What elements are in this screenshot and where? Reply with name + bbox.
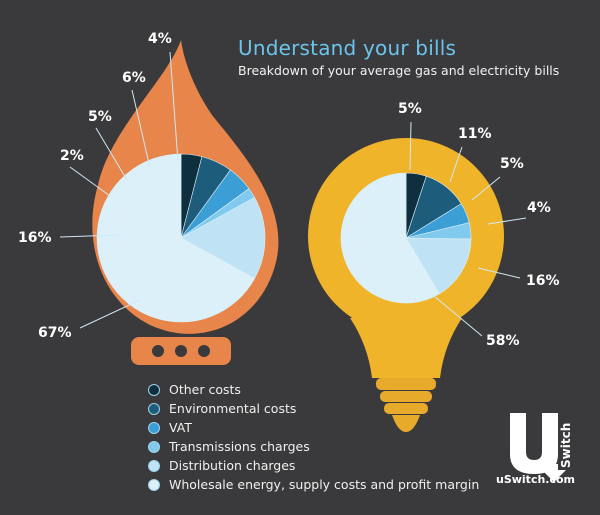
bulb-base-ring <box>384 403 428 414</box>
gas-pie-labels: 4% 6% 5% 2% 16% 67% <box>18 31 179 341</box>
leader-line <box>409 121 412 171</box>
legend-label: Transmissions charges <box>169 439 310 454</box>
data-label: 58% <box>486 333 520 349</box>
electricity-pie-slice <box>340 172 440 304</box>
electricity-pie-chart <box>340 172 472 304</box>
chart-title: Understand your bills <box>238 36 457 60</box>
gas-pie-slice <box>180 197 266 279</box>
data-label: 5% <box>398 101 422 117</box>
gas-pie-chart <box>96 153 266 323</box>
legend-item: Distribution charges <box>148 456 479 475</box>
data-label: 5% <box>88 109 112 125</box>
data-label: 16% <box>18 230 52 246</box>
leader-line <box>487 217 527 225</box>
data-label: 16% <box>526 273 560 289</box>
legend-item: Transmissions charges <box>148 437 479 456</box>
leader-line <box>169 51 179 163</box>
data-label: 67% <box>38 325 72 341</box>
legend-item: Wholesale energy, supply costs and profi… <box>148 475 479 494</box>
legend-swatch <box>148 459 160 472</box>
logo-mark-word: Switch <box>559 423 573 468</box>
legend-label: Distribution charges <box>169 458 296 473</box>
leader-line <box>59 234 119 238</box>
bulb-tip <box>392 415 420 432</box>
legend-item: Environmental costs <box>148 399 479 418</box>
legend-label: VAT <box>169 420 192 435</box>
legend-swatch <box>148 383 160 396</box>
legend-swatch <box>148 421 160 434</box>
electricity-pie-labels: 5% 11% 5% 4% 16% 58% <box>398 101 560 349</box>
data-label: 11% <box>458 126 492 142</box>
data-label: 6% <box>122 70 146 86</box>
legend: Other costs Environmental costs VAT Transmi… <box>148 380 479 494</box>
data-label: 4% <box>527 200 551 216</box>
leader-line <box>69 166 111 197</box>
bulb-base-ring <box>380 391 432 402</box>
data-label: 2% <box>60 148 84 164</box>
burner-hole <box>152 345 164 357</box>
logo-text: uSwitch.com <box>496 473 576 486</box>
legend-label: Other costs <box>169 382 241 397</box>
leader-line <box>471 176 501 201</box>
data-label: 4% <box>148 31 172 47</box>
uswitch-logo-mark: Switch <box>510 413 573 482</box>
data-label: 5% <box>500 156 524 172</box>
bulb-base-ring <box>376 378 436 390</box>
electricity-pie-slice <box>405 237 472 295</box>
legend-label: Environmental costs <box>169 401 297 416</box>
leader-line <box>433 295 483 337</box>
legend-item: VAT <box>148 418 479 437</box>
burner-hole <box>175 345 187 357</box>
legend-swatch <box>148 440 160 453</box>
leader-line <box>449 146 463 183</box>
chart-subtitle: Breakdown of your average gas and electr… <box>238 63 560 78</box>
leader-line <box>95 127 128 181</box>
leader-line <box>477 267 521 279</box>
leader-line <box>131 89 151 169</box>
burner-hole <box>198 345 210 357</box>
legend-swatch <box>148 402 160 415</box>
gas-pie-slice <box>96 153 256 323</box>
leader-line <box>79 299 141 329</box>
legend-swatch <box>148 478 160 491</box>
legend-item: Other costs <box>148 380 479 399</box>
legend-label: Wholesale energy, supply costs and profi… <box>169 477 480 492</box>
